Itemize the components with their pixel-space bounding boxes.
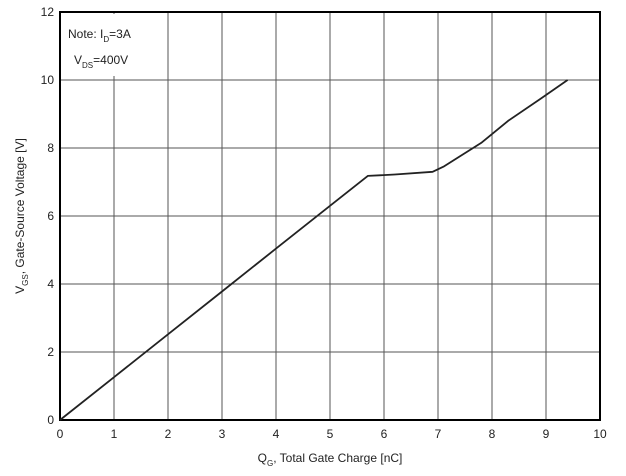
y-tick-label: 0 (47, 413, 54, 427)
x-tick-label: 9 (543, 427, 550, 441)
note-box (62, 14, 166, 76)
x-tick-label: 5 (327, 427, 334, 441)
x-tick-label: 4 (273, 427, 280, 441)
x-tick-label: 0 (57, 427, 64, 441)
x-tick-labels: 0 1 2 3 4 5 6 7 8 9 10 (57, 427, 607, 441)
y-tick-label: 8 (47, 141, 54, 155)
y-tick-label: 12 (41, 5, 55, 19)
y-tick-label: 6 (47, 209, 54, 223)
annotation-vds: VDS=400V (74, 53, 128, 70)
x-tick-label: 2 (165, 427, 172, 441)
y-tick-label: 2 (47, 345, 54, 359)
series-line (59, 79, 569, 421)
x-tick-label: 7 (435, 427, 442, 441)
y-tick-label: 4 (47, 277, 54, 291)
x-tick-label: 3 (219, 427, 226, 441)
x-axis-label: QG, Total Gate Charge [nC] (258, 451, 403, 468)
x-tick-label: 1 (111, 427, 118, 441)
series-layer (59, 79, 569, 421)
x-tick-label: 8 (489, 427, 496, 441)
y-tick-label: 10 (41, 73, 55, 87)
plot-frame (59, 11, 601, 421)
y-tick-labels: 0 2 4 6 8 10 12 (41, 5, 55, 427)
annotation-note-id: Note: ID=3A (68, 27, 131, 44)
x-tick-label: 6 (381, 427, 388, 441)
y-axis-label: VGS, Gate-Source Voltage [V] (13, 138, 30, 294)
x-tick-label: 10 (593, 427, 607, 441)
